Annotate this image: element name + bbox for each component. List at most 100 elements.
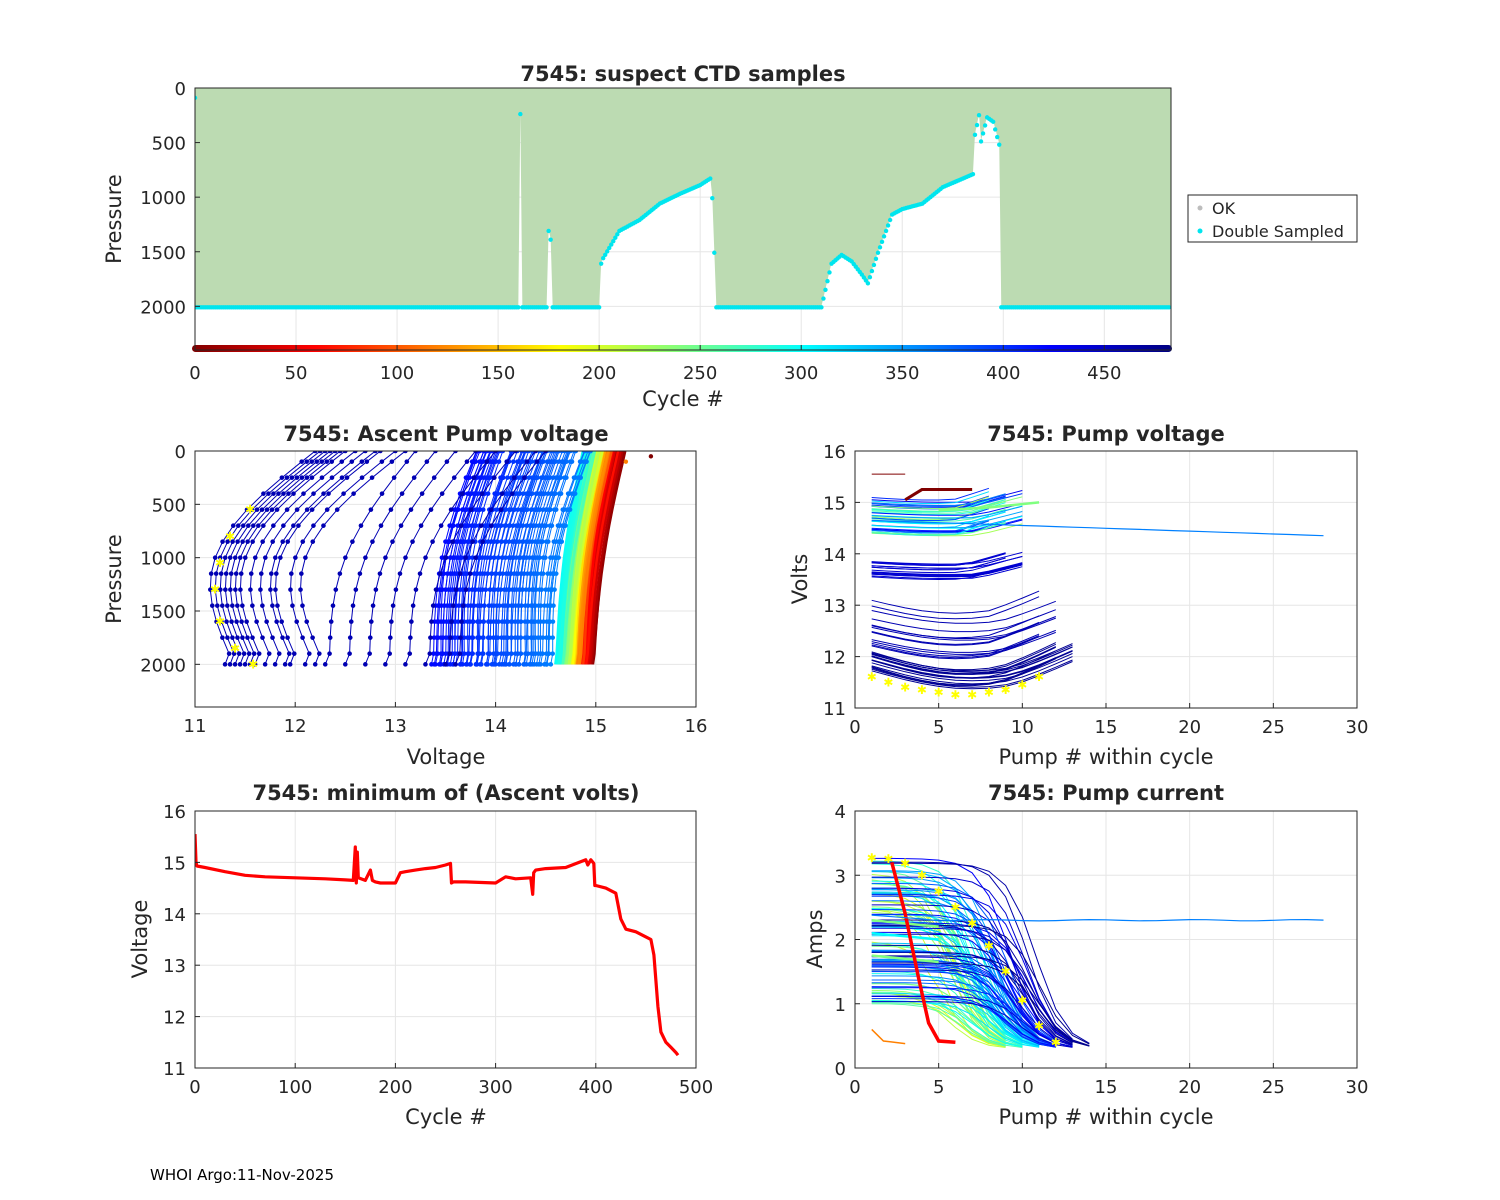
ascent-curve (561, 451, 597, 665)
ascent-sample-point (466, 635, 472, 640)
ascent-sample-point (552, 507, 557, 512)
ascent-sample-point (240, 523, 246, 528)
ascent-sample-point (327, 651, 332, 656)
ascent-sample-point (508, 651, 514, 656)
ascent-sample-point (225, 603, 230, 608)
ascent-sample-point (447, 651, 453, 656)
plot-area (195, 811, 696, 1068)
ascent-sample-point (237, 555, 243, 560)
ascent-sample-point (304, 507, 310, 512)
ascent-sample-point (431, 651, 436, 656)
ascent-sample-point (500, 555, 505, 560)
ascent-sample-point (438, 523, 444, 528)
double-sample-point (982, 123, 988, 128)
pump-voltage-curve (871, 560, 1006, 574)
ascent-sample-point (429, 662, 434, 667)
ascent-sample-point (471, 571, 477, 576)
max-current-star: ✱ (984, 939, 994, 953)
ascent-sample-point (451, 523, 456, 528)
pump-voltage-curve (871, 615, 1040, 639)
ascent-sample-point (215, 603, 220, 608)
ascent-sample-point (294, 507, 300, 512)
ascent-sample-point (438, 651, 444, 656)
ascent-sample-point (449, 619, 454, 624)
x-axis-label: Pump # within cycle (999, 745, 1214, 769)
x-tick-label: 100 (278, 1077, 312, 1098)
ascent-sample-point (533, 451, 538, 454)
ascent-sample-point (408, 507, 414, 512)
pump-current-curve (871, 942, 1040, 1043)
ascent-sample-point (433, 587, 439, 592)
ascent-sample-point (377, 571, 383, 576)
ascent-sample-point (476, 491, 481, 496)
chart-pump-current: ✱ ✱ ✱ ✱ ✱ ✱ ✱ ✱ ✱ ✱ ✱ ✱ 0 5 10 15 20 25 30 0 1 2 3 4 7545: Pum… (803, 781, 1368, 1129)
double-sample-point (603, 252, 608, 257)
pump-current-curve (871, 969, 1073, 1047)
pump-voltage-curve (871, 657, 1057, 686)
double-sample-point (708, 176, 713, 181)
ascent-sample-point (234, 619, 239, 624)
x-axis-label: Pump # within cycle (999, 1105, 1214, 1129)
ascent-curve (591, 451, 627, 665)
ascent-sample-point (529, 459, 534, 464)
ascent-sample-point (479, 491, 485, 496)
ascent-sample-point (517, 587, 523, 592)
double-sample-point (712, 250, 717, 255)
ascent-sample-point (273, 555, 278, 560)
pump-current-curve (871, 986, 1056, 1048)
ascent-sample-point (524, 459, 530, 464)
pump-current-curve (871, 931, 939, 941)
pump-current-curve (871, 951, 1073, 1045)
x-axis-label: Cycle # (642, 387, 724, 411)
chart-title: 7545: suspect CTD samples (520, 62, 845, 86)
ascent-sample-point (473, 662, 479, 667)
ascent-sample-point (444, 459, 450, 464)
double-sample-point (883, 228, 889, 234)
double-sample-point (609, 242, 614, 247)
ascent-sample-point (571, 451, 577, 454)
ascent-sample-point (463, 587, 469, 592)
ascent-sample-point (556, 459, 561, 464)
ascent-sample-point (409, 619, 414, 624)
ascent-sample-point (294, 475, 300, 480)
ascent-sample-point (304, 475, 310, 480)
pump-voltage-curve (871, 503, 1023, 516)
x-tick-label: 150 (481, 363, 515, 384)
x-tick-label: 15 (1095, 717, 1118, 738)
double-sample-point (821, 296, 826, 301)
double-sample-point (710, 195, 715, 201)
ascent-sample-point (520, 491, 526, 496)
x-tick-label: 14 (484, 716, 507, 737)
ascent-sample-point (341, 491, 346, 496)
ascent-sample-point (223, 587, 228, 592)
ascent-sample-point (439, 491, 445, 496)
ascent-sample-point (550, 451, 556, 454)
ascent-sample-point (484, 475, 490, 480)
ascent-sample-point (279, 475, 285, 480)
pump-current-curve (871, 882, 1057, 1043)
ascent-sample-point (300, 539, 306, 544)
pump-voltage-curve (871, 642, 1057, 671)
ascent-sample-point (538, 571, 544, 576)
double-sample-point (974, 122, 980, 128)
double-sample-point (995, 134, 1000, 140)
ascent-sample-point (475, 619, 480, 624)
ascent-sample-point (274, 619, 279, 624)
ascent-sample-point (407, 651, 413, 656)
ascent-sample-point (516, 662, 522, 667)
pump-voltage-curve (871, 494, 1006, 507)
ascent-sample-point (507, 523, 513, 528)
ascent-sample-point (543, 587, 549, 592)
max-current-star: ✱ (867, 851, 877, 865)
ascent-sample-point (515, 459, 520, 464)
ascent-sample-point (473, 459, 478, 464)
pump-current-curve (871, 973, 1040, 1048)
ascent-sample-point (435, 651, 440, 656)
y-tick-label: 16 (163, 802, 186, 823)
x-tick-label: 15 (584, 716, 607, 737)
pump-voltage-curves: ✱ ✱ ✱ ✱ ✱ ✱ ✱ ✱ ✱ ✱ ✱ (867, 473, 1324, 702)
ascent-sample-point (520, 539, 525, 544)
x-axis-label: Voltage (407, 745, 486, 769)
ascent-sample-point (510, 523, 516, 528)
y-tick-label: 1 (835, 995, 846, 1016)
